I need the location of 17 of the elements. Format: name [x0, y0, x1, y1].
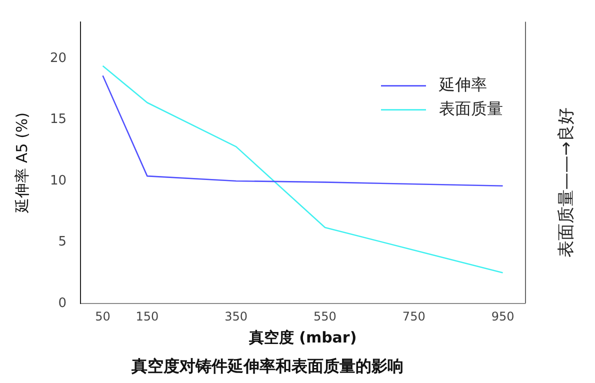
y-tick-label: 10 — [50, 173, 67, 188]
x-axis-title: 真空度 (mbar) — [248, 328, 357, 347]
x-tick-label: 350 — [224, 310, 248, 324]
y2-axis-title: 表面质量——→良好 — [556, 107, 576, 258]
x-tick-label: 150 — [136, 310, 159, 324]
x-tick-label: 950 — [491, 310, 514, 324]
legend-label: 延伸率 — [438, 74, 487, 94]
x-tick-label: 750 — [402, 310, 426, 324]
y-tick-label: 0 — [58, 296, 67, 311]
y-axis-title: 延伸率 A5 (%) — [12, 112, 31, 214]
y-tick-label: 5 — [58, 234, 67, 250]
x-tick-label: 550 — [314, 310, 336, 324]
y-tick-label: 20 — [50, 50, 67, 66]
text: 真空度对铸件延伸率和表面质量的影响 — [130, 356, 404, 376]
x-tick-label: 50 — [95, 310, 110, 324]
legend-label: 表面质量 — [439, 98, 503, 118]
y-tick-label: 15 — [50, 112, 67, 128]
